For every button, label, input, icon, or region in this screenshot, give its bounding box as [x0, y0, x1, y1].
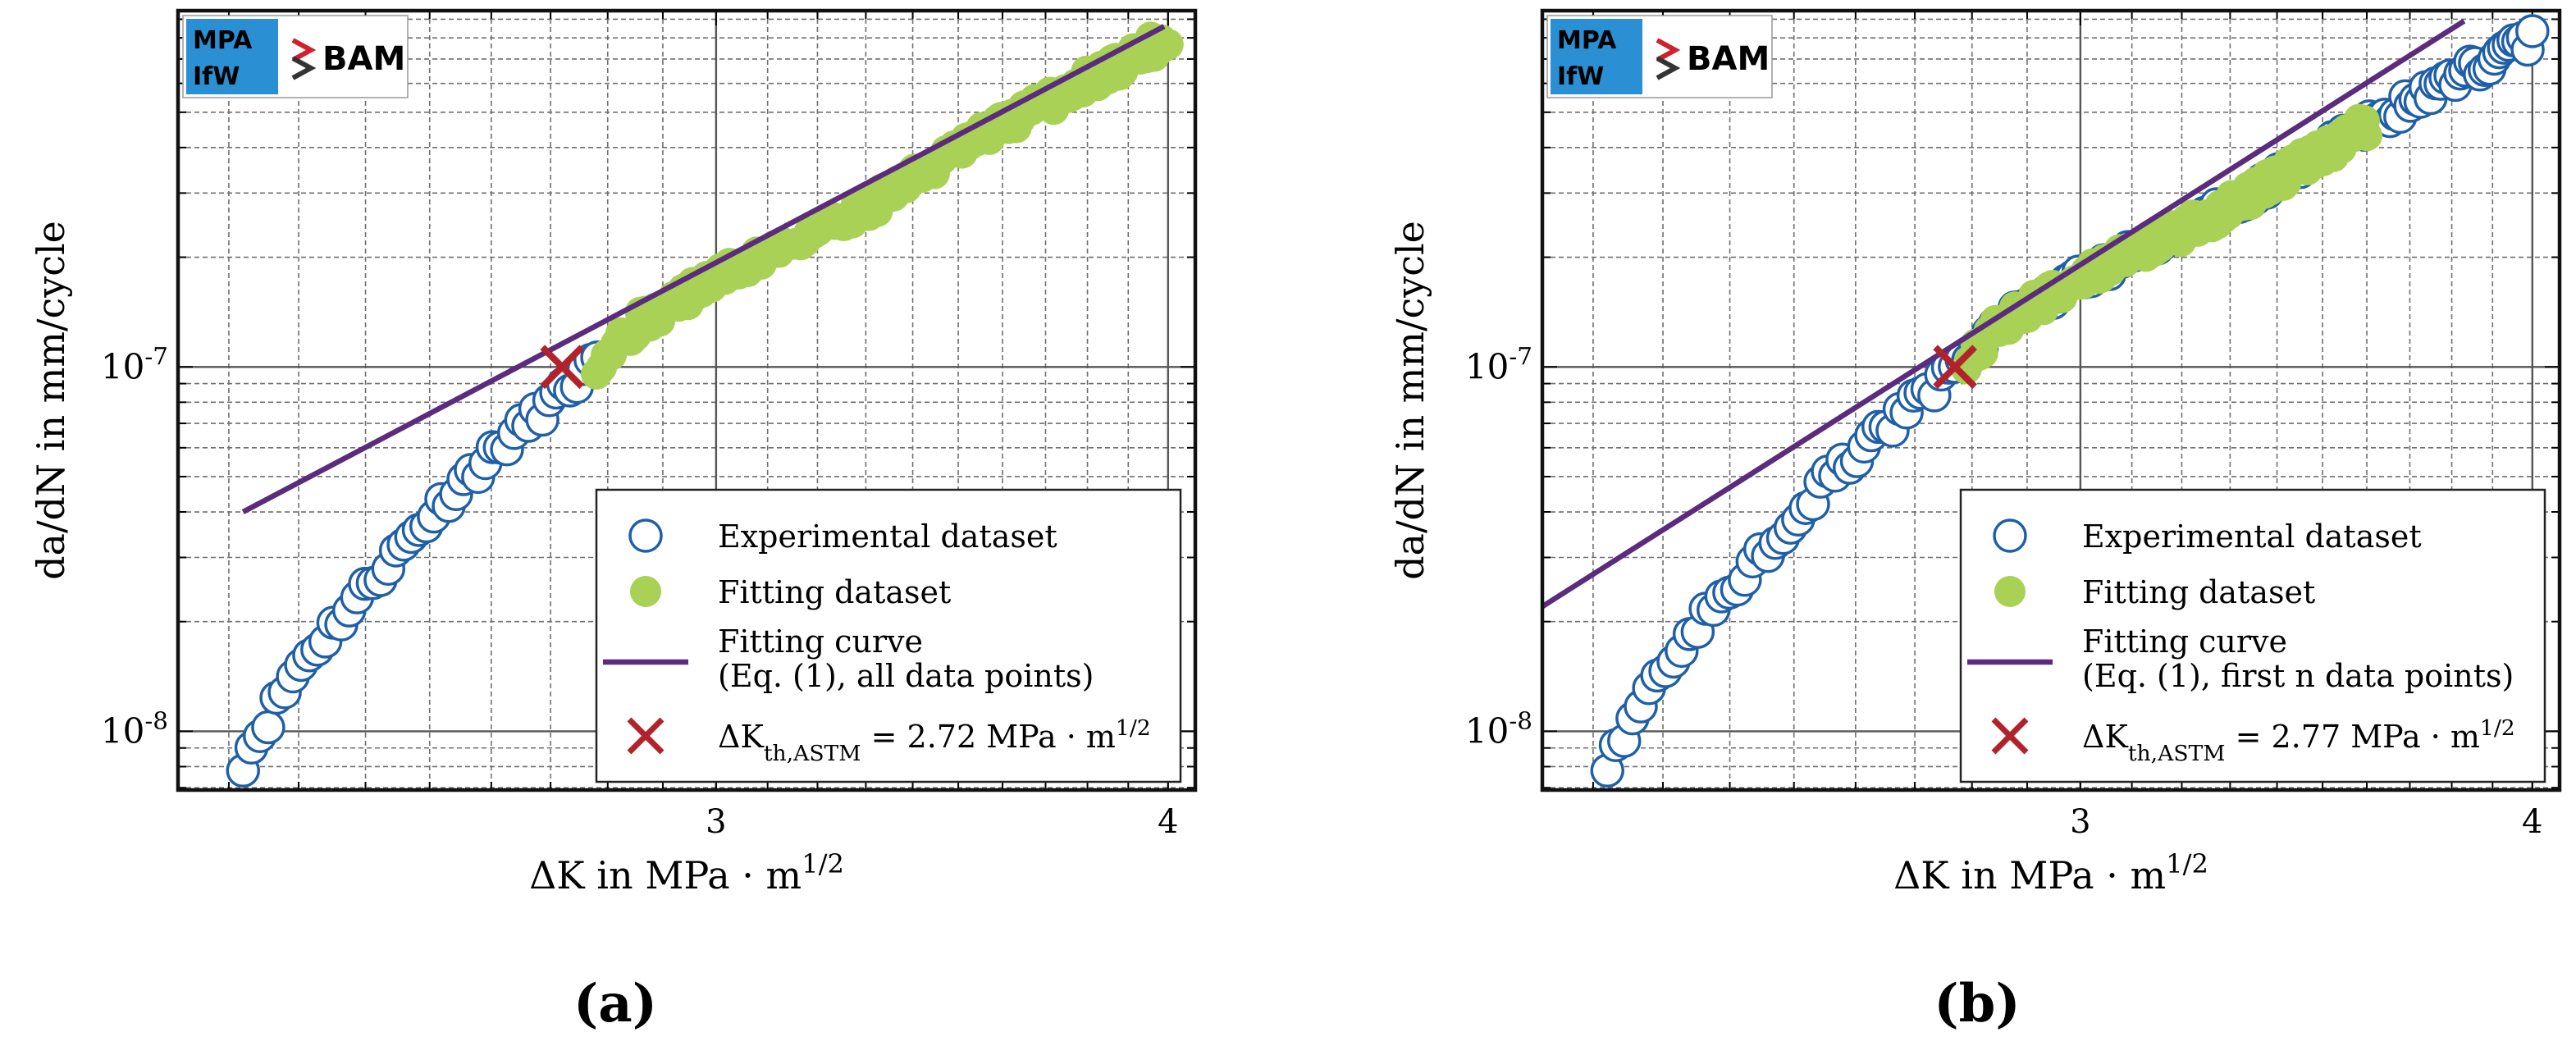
bam-chevron-icon: [291, 38, 317, 62]
legend-experimental-label: Experimental dataset: [2082, 518, 2422, 555]
legend-threshold-label: ΔKth,ASTM = 2.72 MPa · m1/2: [718, 715, 1151, 766]
mpa-logo-text: MPA: [1557, 26, 1617, 55]
bam-logo-text: BAM: [1687, 40, 1770, 78]
fitting-point: [1152, 29, 1184, 61]
y-tick-label: 10-8: [101, 706, 168, 751]
chart-panel-b: 3 4 10-8 10-7 ΔK in MPa · m1/2 da/dN in mm/cy…: [1388, 8, 2562, 1034]
mpa-ifw-logo: [1551, 19, 1642, 94]
x-tick-label: 4: [2522, 803, 2542, 841]
axes-frame: [176, 8, 1198, 792]
experimental-point: [2515, 14, 2550, 48]
legend-cross-stroke: [627, 717, 665, 755]
mpa-ifw-logo: [186, 19, 278, 94]
y-tick-label: 10-7: [101, 342, 168, 386]
axes-frame: [1540, 8, 2562, 792]
legend-box: [1959, 488, 2546, 783]
legend-threshold-marker: [627, 717, 665, 755]
y-tick-label: 10-7: [1465, 342, 1532, 386]
legend-fitting-label: Fitting dataset: [2082, 574, 2315, 610]
legend-fitting-marker: [630, 576, 661, 607]
legend: Experimental dataset Fitting dataset Fitti…: [595, 488, 1182, 783]
bam-logo-text: BAM: [322, 40, 405, 78]
y-tick-label: 10-8: [1465, 706, 1532, 751]
legend: Experimental dataset Fitting dataset Fitti…: [1959, 488, 2546, 783]
legend-experimental-label: Experimental dataset: [718, 518, 1057, 555]
panel-label: (a): [573, 973, 657, 1034]
threshold-cross-stroke: [1933, 345, 1977, 390]
y-axis-label: da/dN in mm/cycle: [29, 221, 73, 580]
logo-group: MPA IfW BAM: [182, 15, 409, 98]
legend-fitting-marker: [1994, 576, 2026, 607]
threshold-marker: [540, 345, 585, 390]
legend-fitting-label: Fitting dataset: [718, 574, 951, 610]
fitting-curve-line: [1542, 18, 2466, 610]
x-axis-label: ΔK in MPa · m1/2: [529, 848, 844, 897]
legend-experimental-marker: [1993, 518, 2027, 553]
legend-box: [595, 488, 1182, 783]
chart-panel-a: 3 4 10-8 10-7 ΔK in MPa · m1/2 da/dN in mm/cy…: [29, 8, 1198, 1034]
panel-label: (b): [1934, 973, 2020, 1034]
ifw-logo-text: IfW: [193, 62, 240, 91]
bam-chevron-icon: [1656, 38, 1681, 62]
legend-cross-stroke: [1991, 717, 2029, 755]
x-tick-label: 4: [1158, 803, 1178, 841]
x-tick-label: 3: [706, 803, 726, 841]
legend-threshold-label: ΔKth,ASTM = 2.77 MPa · m1/2: [2082, 715, 2515, 766]
legend-curve-label: Fitting curve: [2082, 623, 2287, 660]
mpa-logo-text: MPA: [193, 26, 253, 55]
legend-experimental-marker: [628, 518, 663, 553]
x-axis-label: ΔK in MPa · m1/2: [1893, 848, 2208, 897]
y-axis-label: da/dN in mm/cycle: [1388, 221, 1432, 580]
threshold-cross-stroke: [540, 345, 585, 390]
bam-chevron-icon: [291, 56, 317, 80]
ifw-logo-text: IfW: [1557, 62, 1604, 91]
threshold-marker: [1933, 345, 1977, 390]
legend-curve-label-2: (Eq. (1), all data points): [718, 658, 1094, 694]
bam-chevron-icon: [1656, 56, 1681, 80]
plot-area: [1542, 14, 2550, 788]
experimental-point: [251, 710, 285, 745]
legend-curve-label: Fitting curve: [718, 623, 923, 660]
plot-area: [226, 21, 1184, 788]
logo-group: MPA IfW BAM: [1546, 15, 1773, 98]
fitting-series: [1950, 103, 2383, 385]
x-tick-label: 3: [2070, 803, 2090, 841]
fitting-series: [581, 21, 1184, 390]
fitting-curve-line: [241, 24, 1166, 514]
legend-threshold-marker: [1991, 717, 2029, 755]
legend-curve-label-2: (Eq. (1), first n data points): [2082, 658, 2514, 694]
experimental-series: [226, 340, 614, 788]
fitting-point: [2351, 120, 2383, 152]
